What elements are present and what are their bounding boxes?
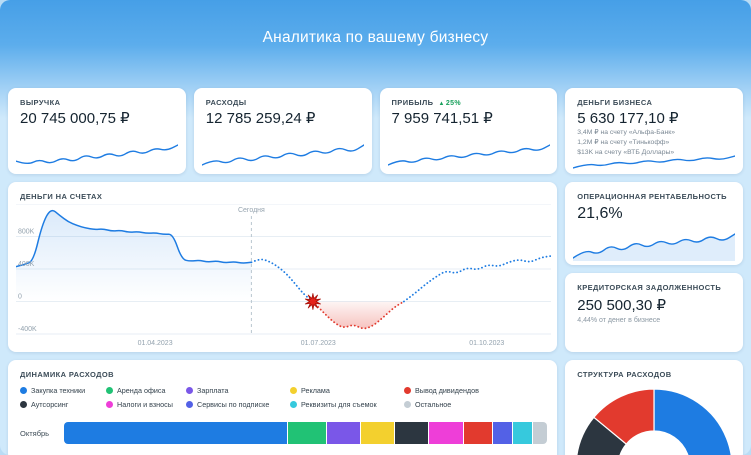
donut-slice[interactable]	[653, 388, 732, 455]
legend-color-dot	[106, 387, 113, 394]
legend-label: Вывод дивидендов	[415, 386, 479, 395]
card-revenue-label: ВЫРУЧКА	[20, 98, 61, 107]
account-row: 3,4M ₽ на счету «Альфа-Банк»	[577, 129, 675, 136]
legend-label: Реклама	[301, 386, 330, 395]
account-row: 1,2M ₽ на счету «Тинькофф»	[577, 139, 670, 146]
cash-on-accounts-chart[interactable]: Сегодня1,2M800K400K0-400K01.04.202301.07…	[15, 196, 552, 348]
legend-color-dot	[290, 401, 297, 408]
legend-color-dot	[20, 387, 27, 394]
profit-sparkline[interactable]	[387, 142, 550, 168]
legend-label: Закупка техники	[31, 386, 86, 395]
y-axis-tick: -400K	[18, 326, 37, 333]
legend-item[interactable]: Реквизиты для съемок	[290, 400, 404, 409]
bar-segment[interactable]	[64, 422, 287, 444]
revenue-sparkline[interactable]	[16, 142, 178, 168]
y-axis-tick: 0	[18, 294, 22, 301]
expense-structure-donut[interactable]	[569, 382, 739, 455]
legend-label: Сервисы по подписке	[197, 400, 270, 409]
legend-color-dot	[20, 401, 27, 408]
card-profit-value: 7 959 741,51 ₽	[391, 110, 493, 127]
operating-margin-value: 21,6%	[577, 205, 623, 222]
legend-item[interactable]: Налоги и взносы	[106, 400, 186, 409]
bar-segment[interactable]	[493, 422, 513, 444]
bar-segment[interactable]	[513, 422, 533, 444]
bar-segment[interactable]	[395, 422, 429, 444]
expense-structure-label: СТРУКТУРА РАСХОДОВ	[577, 370, 672, 379]
trend-up-icon: ▲	[438, 101, 445, 107]
legend-label: Зарплата	[197, 386, 229, 395]
legend-item[interactable]: Закупка техники	[20, 386, 106, 395]
card-expense-dynamics: ДИНАМИКА РАСХОДОВ Закупка техники Аренда …	[8, 360, 558, 455]
y-axis-tick: 800K	[18, 229, 35, 236]
bar-segment[interactable]	[463, 422, 493, 444]
legend-item[interactable]: Реклама	[290, 386, 404, 395]
page-title: Аналитика по вашему бизнесу	[262, 29, 489, 46]
card-profit: ПРИБЫЛЬ ▲25% 7 959 741,51 ₽	[379, 88, 558, 174]
donut-slice[interactable]	[593, 388, 655, 445]
expense-bar-row: Октябрь	[20, 422, 548, 444]
card-business-money-label: ДЕНЬГИ БИЗНЕСА	[577, 98, 653, 107]
today-label: Сегодня	[238, 207, 265, 214]
bar-segment[interactable]	[287, 422, 326, 444]
legend-item[interactable]: Сервисы по подписке	[186, 400, 290, 409]
accounts-payable-caption: 4,44% от денег в бизнесе	[577, 317, 661, 324]
legend-label: Налоги и взносы	[117, 400, 173, 409]
legend-label: Остальное	[415, 400, 452, 409]
card-profit-label-text: ПРИБЫЛЬ	[391, 98, 434, 107]
legend-label: Аутсорсинг	[31, 400, 69, 409]
account-row: $13K на счету «ВТБ Доллары»	[577, 149, 675, 156]
profit-delta-value: 25%	[445, 100, 462, 107]
card-business-money: ДЕНЬГИ БИЗНЕСА 5 630 177,10 ₽ 3,4M ₽ на …	[565, 88, 743, 174]
card-expenses-label: РАСХОДЫ	[205, 98, 247, 107]
x-axis-tick: 01.07.2023	[301, 340, 336, 347]
card-expenses: РАСХОДЫ 12 785 259,24 ₽	[193, 88, 372, 174]
card-cash-on-accounts: ДЕНЬГИ НА СЧЕТАХ Сегодня1,2M800K400K0-40…	[8, 182, 558, 352]
legend-item[interactable]: Аренда офиса	[106, 386, 186, 395]
cash-on-accounts-label: ДЕНЬГИ НА СЧЕТАХ	[20, 192, 103, 201]
legend-item[interactable]: Зарплата	[186, 386, 290, 395]
bar-segment[interactable]	[533, 422, 548, 444]
card-expense-structure: СТРУКТУРА РАСХОДОВ	[565, 360, 743, 455]
y-axis-tick: 400K	[18, 261, 35, 268]
bar-segment[interactable]	[361, 422, 395, 444]
card-revenue: ВЫРУЧКА 20 745 000,75 ₽	[8, 88, 186, 174]
legend-color-dot	[404, 401, 411, 408]
expense-dynamics-label: ДИНАМИКА РАСХОДОВ	[20, 370, 114, 379]
accounts-payable-value: 250 500,30 ₽	[577, 297, 667, 314]
legend-color-dot	[404, 387, 411, 394]
card-operating-margin: ОПЕРАЦИОННАЯ РЕНТАБЕЛЬНОСТЬ 21,6%	[565, 182, 743, 265]
x-axis-tick: 01.04.2023	[138, 340, 173, 347]
card-expenses-value: 12 785 259,24 ₽	[205, 110, 316, 127]
card-business-money-value: 5 630 177,10 ₽	[577, 110, 679, 127]
legend-color-dot	[186, 387, 193, 394]
account-list: 3,4M ₽ на счету «Альфа-Банк» 1,2M ₽ на с…	[577, 128, 675, 158]
legend-color-dot	[290, 387, 297, 394]
cash-gap-burst-icon	[304, 293, 321, 310]
expense-legend: Закупка техники Аренда офиса Зарплата Рекла…	[20, 386, 549, 409]
bar-segment[interactable]	[326, 422, 361, 444]
legend-color-dot	[186, 401, 193, 408]
legend-color-dot	[106, 401, 113, 408]
profit-delta-badge: ▲25%	[438, 100, 461, 107]
accounts-payable-label: КРЕДИТОРСКАЯ ЗАДОЛЖЕННОСТЬ	[577, 283, 722, 292]
card-accounts-payable: КРЕДИТОРСКАЯ ЗАДОЛЖЕННОСТЬ 250 500,30 ₽ …	[565, 273, 743, 352]
business-money-sparkline[interactable]	[573, 153, 736, 171]
legend-label: Аренда офиса	[117, 386, 166, 395]
month-label: Октябрь	[20, 428, 50, 438]
bar-segment[interactable]	[429, 422, 463, 444]
operating-margin-sparkline[interactable]	[573, 231, 736, 261]
x-axis-tick: 01.10.2023	[469, 340, 504, 347]
expense-stacked-bar[interactable]	[64, 422, 548, 444]
legend-item[interactable]: Остальное	[404, 400, 549, 409]
operating-margin-label: ОПЕРАЦИОННАЯ РЕНТАБЕЛЬНОСТЬ	[577, 192, 727, 201]
legend-item[interactable]: Вывод дивидендов	[404, 386, 549, 395]
card-revenue-value: 20 745 000,75 ₽	[20, 110, 130, 127]
card-profit-label: ПРИБЫЛЬ ▲25%	[392, 98, 462, 107]
legend-label: Реквизиты для съемок	[301, 400, 377, 409]
legend-item[interactable]: Аутсорсинг	[20, 400, 106, 409]
expenses-sparkline[interactable]	[201, 142, 364, 168]
